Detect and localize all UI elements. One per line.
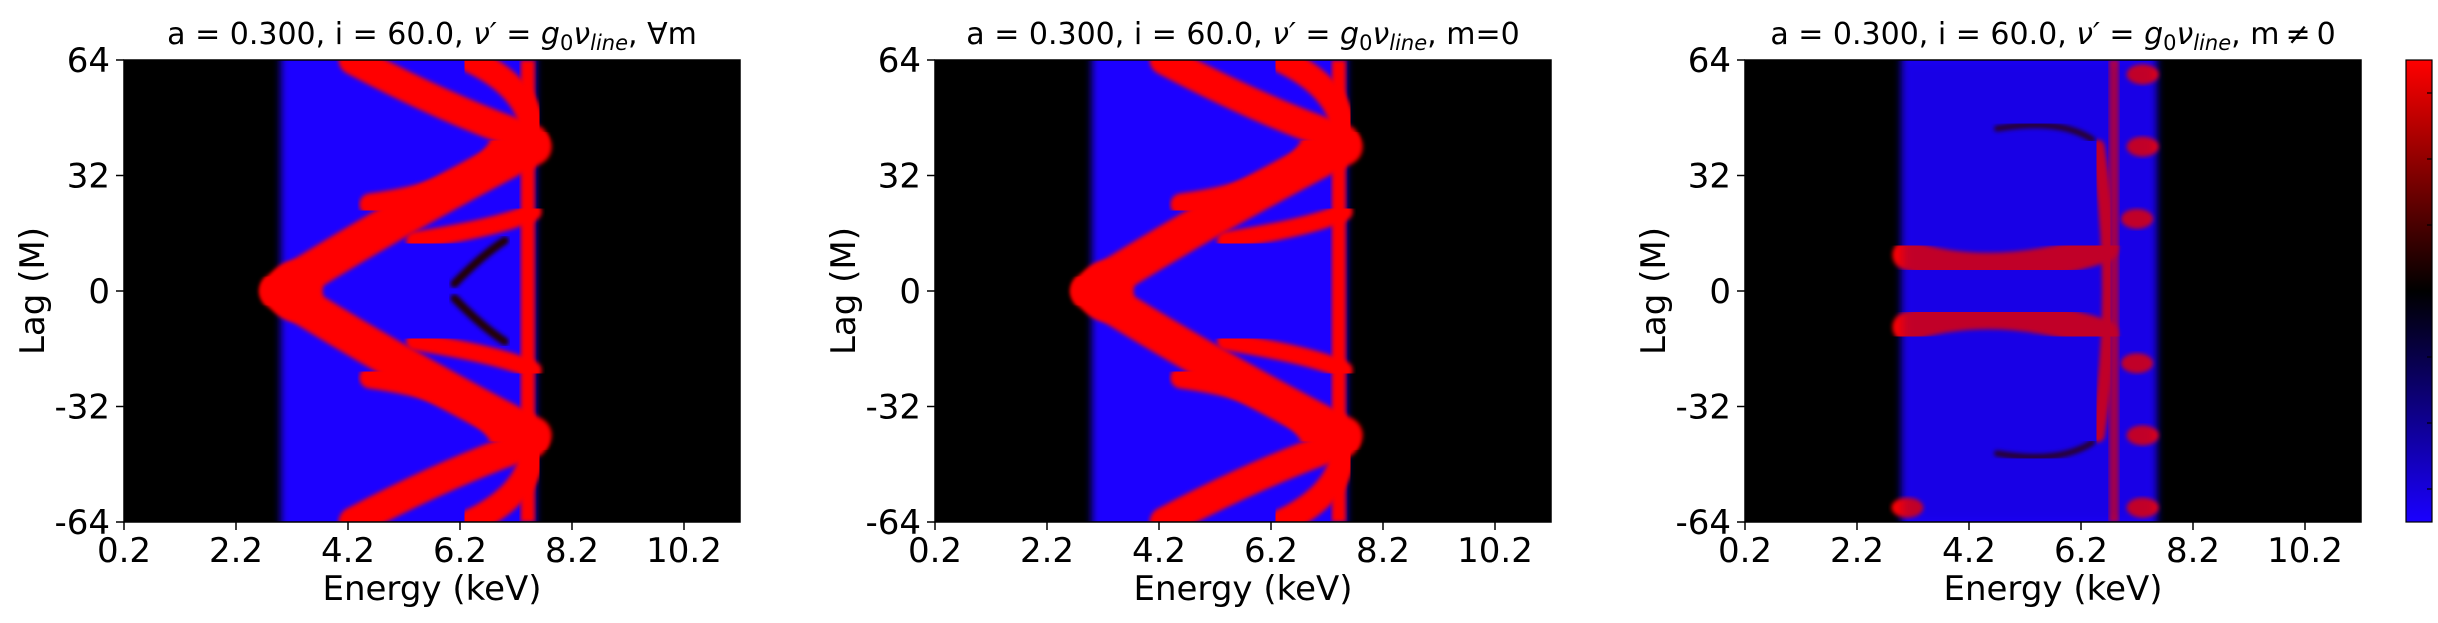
x-tick-label: 8.2 (1356, 531, 1410, 571)
heatmap (124, 60, 740, 522)
y-tick-label: -32 (54, 388, 110, 428)
y-axis-label: Lag (M) (1634, 227, 1674, 355)
x-axis-label: Energy (keV) (1133, 569, 1352, 609)
blue-shading (1901, 60, 2157, 522)
y-tick-label: -32 (1675, 388, 1731, 428)
x-tick-label: 6.2 (2054, 531, 2108, 571)
x-tick-label: 6.2 (1244, 531, 1298, 571)
x-tick-label: 2.2 (1830, 531, 1884, 571)
x-tick-label: 8.2 (545, 531, 599, 571)
x-tick-label: 2.2 (1020, 531, 1074, 571)
x-tick-label: 10.2 (646, 531, 722, 571)
y-tick-label: 0 (88, 272, 110, 312)
x-tick-label: 4.2 (1132, 531, 1186, 571)
y-tick-label: 0 (899, 272, 921, 312)
y-tick-label: 32 (67, 157, 110, 197)
panel-2: 0.2 2.2 4.2 6.2 8.2 10.2 64 32 0 -32 -64 Energy (ke… (824, 17, 1552, 609)
chart-title: a = 0.300, i = 60.0, ν′ = g0νline, ∀m (167, 17, 697, 55)
x-tick-label: 10.2 (2267, 531, 2343, 571)
y-tick-label: 64 (1688, 41, 1731, 81)
x-tick-label: 4.2 (321, 531, 375, 571)
red-features (259, 60, 552, 522)
y-tick-label: 64 (67, 41, 110, 81)
heatmap (935, 60, 1551, 522)
y-tick-label: -64 (54, 503, 110, 543)
x-axis-label: Energy (keV) (1943, 569, 2162, 609)
chart-title: a = 0.300, i = 60.0, ν′ = g0νline, m ≠ 0 (1770, 17, 2335, 55)
y-tick-label: 64 (878, 41, 921, 81)
x-tick-label: 6.2 (433, 531, 487, 571)
y-axis-label: Lag (M) (824, 227, 864, 355)
y-tick-label: -64 (1675, 503, 1731, 543)
x-tick-label: 4.2 (1942, 531, 1996, 571)
y-tick-label: 32 (878, 157, 921, 197)
panel-1: 0.2 2.2 4.2 6.2 8.2 10.2 64 32 0 -32 -64 Energy (ke… (13, 17, 741, 609)
x-tick-label: 0.2 (908, 531, 962, 571)
x-tick-label: 0.2 (97, 531, 151, 571)
colorbar (2405, 59, 2433, 523)
red-features (1070, 60, 1363, 522)
x-axis-label: Energy (keV) (322, 569, 541, 609)
y-tick-label: -64 (865, 503, 921, 543)
chart-title: a = 0.300, i = 60.0, ν′ = g0νline, m=0 (966, 17, 1519, 55)
y-tick-label: -32 (865, 388, 921, 428)
x-tick-label: 10.2 (1457, 531, 1533, 571)
x-tick-label: 8.2 (2166, 531, 2220, 571)
x-tick-label: 0.2 (1718, 531, 1772, 571)
panel-3: 0.2 2.2 4.2 6.2 8.2 10.2 64 32 0 -32 -64 Energy (ke… (1634, 17, 2362, 609)
y-tick-label: 0 (1709, 272, 1731, 312)
heatmap (1745, 60, 2361, 522)
x-tick-label: 2.2 (209, 531, 263, 571)
y-axis-label: Lag (M) (13, 227, 53, 355)
y-tick-label: 32 (1688, 157, 1731, 197)
